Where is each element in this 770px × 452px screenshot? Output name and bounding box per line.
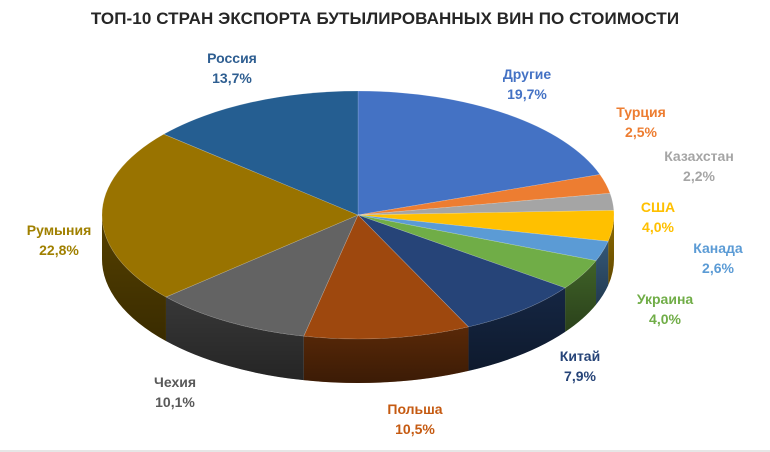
- data-label-китай: Китай 7,9%: [560, 348, 600, 384]
- data-label-казахстан: Казахстан 2,2%: [664, 148, 734, 184]
- data-label-name: Китай: [560, 348, 600, 364]
- pie-side-shade-румыния: [102, 215, 166, 341]
- data-label-value: 10,1%: [155, 394, 195, 410]
- pie-slice-украина: [357, 214, 597, 289]
- pie-slice-другие: [357, 90, 601, 216]
- data-label-другие: Другие 19,7%: [503, 66, 552, 102]
- data-label-value: 10,5%: [395, 421, 435, 437]
- data-label-value: 13,7%: [212, 70, 252, 86]
- data-label-россия: Россия 13,7%: [207, 50, 257, 86]
- data-label-value: 2,6%: [702, 260, 734, 276]
- data-label-name: Украина: [637, 291, 694, 307]
- data-label-польша: Польша 10,5%: [387, 401, 442, 437]
- pie-slice-китай: [357, 214, 566, 328]
- data-label-value: 2,5%: [625, 124, 657, 140]
- pie-slice-румыния: [101, 133, 359, 298]
- data-label-value: 22,8%: [39, 242, 79, 258]
- data-label-value: 2,2%: [683, 168, 715, 184]
- data-label-name: Россия: [207, 50, 257, 66]
- data-label-value: 4,0%: [642, 219, 674, 235]
- data-label-name: Польша: [387, 401, 442, 417]
- data-label-value: 4,0%: [649, 311, 681, 327]
- chart-title: ТОП-10 СТРАН ЭКСПОРТА БУТЫЛИРОВАННЫХ ВИН…: [90, 9, 680, 28]
- data-label-канада: Канада 2,6%: [693, 240, 743, 276]
- data-label-сша: США 4,0%: [641, 199, 675, 235]
- pie-side-shade-чехия: [165, 297, 304, 381]
- data-label-name: Румыния: [27, 222, 91, 238]
- pie-side-shade-китай: [468, 287, 566, 371]
- pie-slice-чехия: [165, 214, 359, 337]
- pie-side-shade-польша: [303, 326, 469, 383]
- data-label-value: 19,7%: [507, 86, 547, 102]
- data-label-турция: Турция 2,5%: [616, 104, 666, 140]
- data-label-name: Казахстан: [664, 148, 734, 164]
- data-label-name: Другие: [503, 66, 552, 82]
- data-label-name: Чехия: [154, 374, 196, 390]
- pie-slice-канада: [357, 214, 609, 261]
- pie-side-shade-украина: [565, 260, 597, 332]
- bottom-divider: [0, 450, 770, 452]
- data-label-украина: Украина 4,0%: [637, 291, 694, 327]
- pie-slice-турция: [357, 174, 611, 216]
- pie-side-shade-канада: [596, 241, 609, 305]
- pie-slice-польша: [303, 214, 470, 340]
- data-label-румыния: Румыния 22,8%: [27, 222, 91, 258]
- pie-side-shade-сша: [608, 215, 614, 286]
- pie-slice-сша: [357, 210, 615, 242]
- pie-slice-россия: [163, 90, 359, 216]
- data-label-name: Турция: [616, 104, 666, 120]
- data-label-value: 7,9%: [564, 368, 596, 384]
- data-label-name: Канада: [693, 240, 743, 256]
- data-label-чехия: Чехия 10,1%: [154, 374, 196, 410]
- data-label-name: США: [641, 199, 675, 215]
- pie-slice-казахстан: [357, 192, 615, 216]
